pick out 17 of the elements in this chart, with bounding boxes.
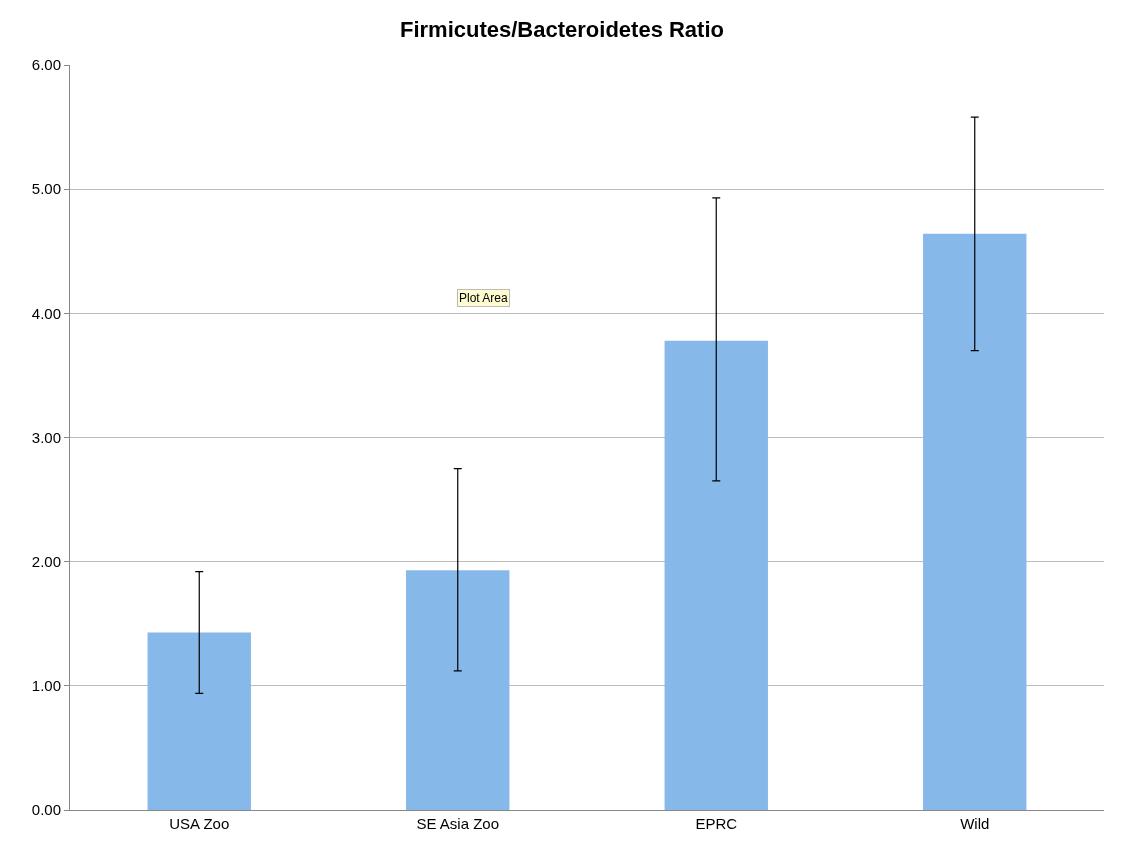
- y-tick-label: 1.00: [31, 677, 61, 695]
- annotation: Plot Area: [459, 291, 509, 305]
- y-tick-label: 5.00: [31, 180, 61, 198]
- y-tick-label: 6.00: [31, 56, 61, 74]
- bar: [664, 340, 768, 810]
- chart-title: Firmicutes/Bacteroidetes Ratio: [400, 16, 724, 42]
- y-tick-label: 0.00: [31, 801, 61, 819]
- x-tick-label: USA Zoo: [169, 815, 230, 832]
- y-tick-label: 3.00: [31, 428, 61, 446]
- x-tick-label: EPRC: [695, 815, 738, 832]
- bar: [147, 632, 251, 810]
- y-tick-label: 4.00: [31, 304, 61, 322]
- x-tick-label: SE Asia Zoo: [416, 815, 500, 832]
- x-tick-label: Wild: [960, 815, 990, 832]
- y-tick-label: 2.00: [31, 552, 61, 570]
- bar: [406, 570, 510, 810]
- bar: [923, 233, 1027, 810]
